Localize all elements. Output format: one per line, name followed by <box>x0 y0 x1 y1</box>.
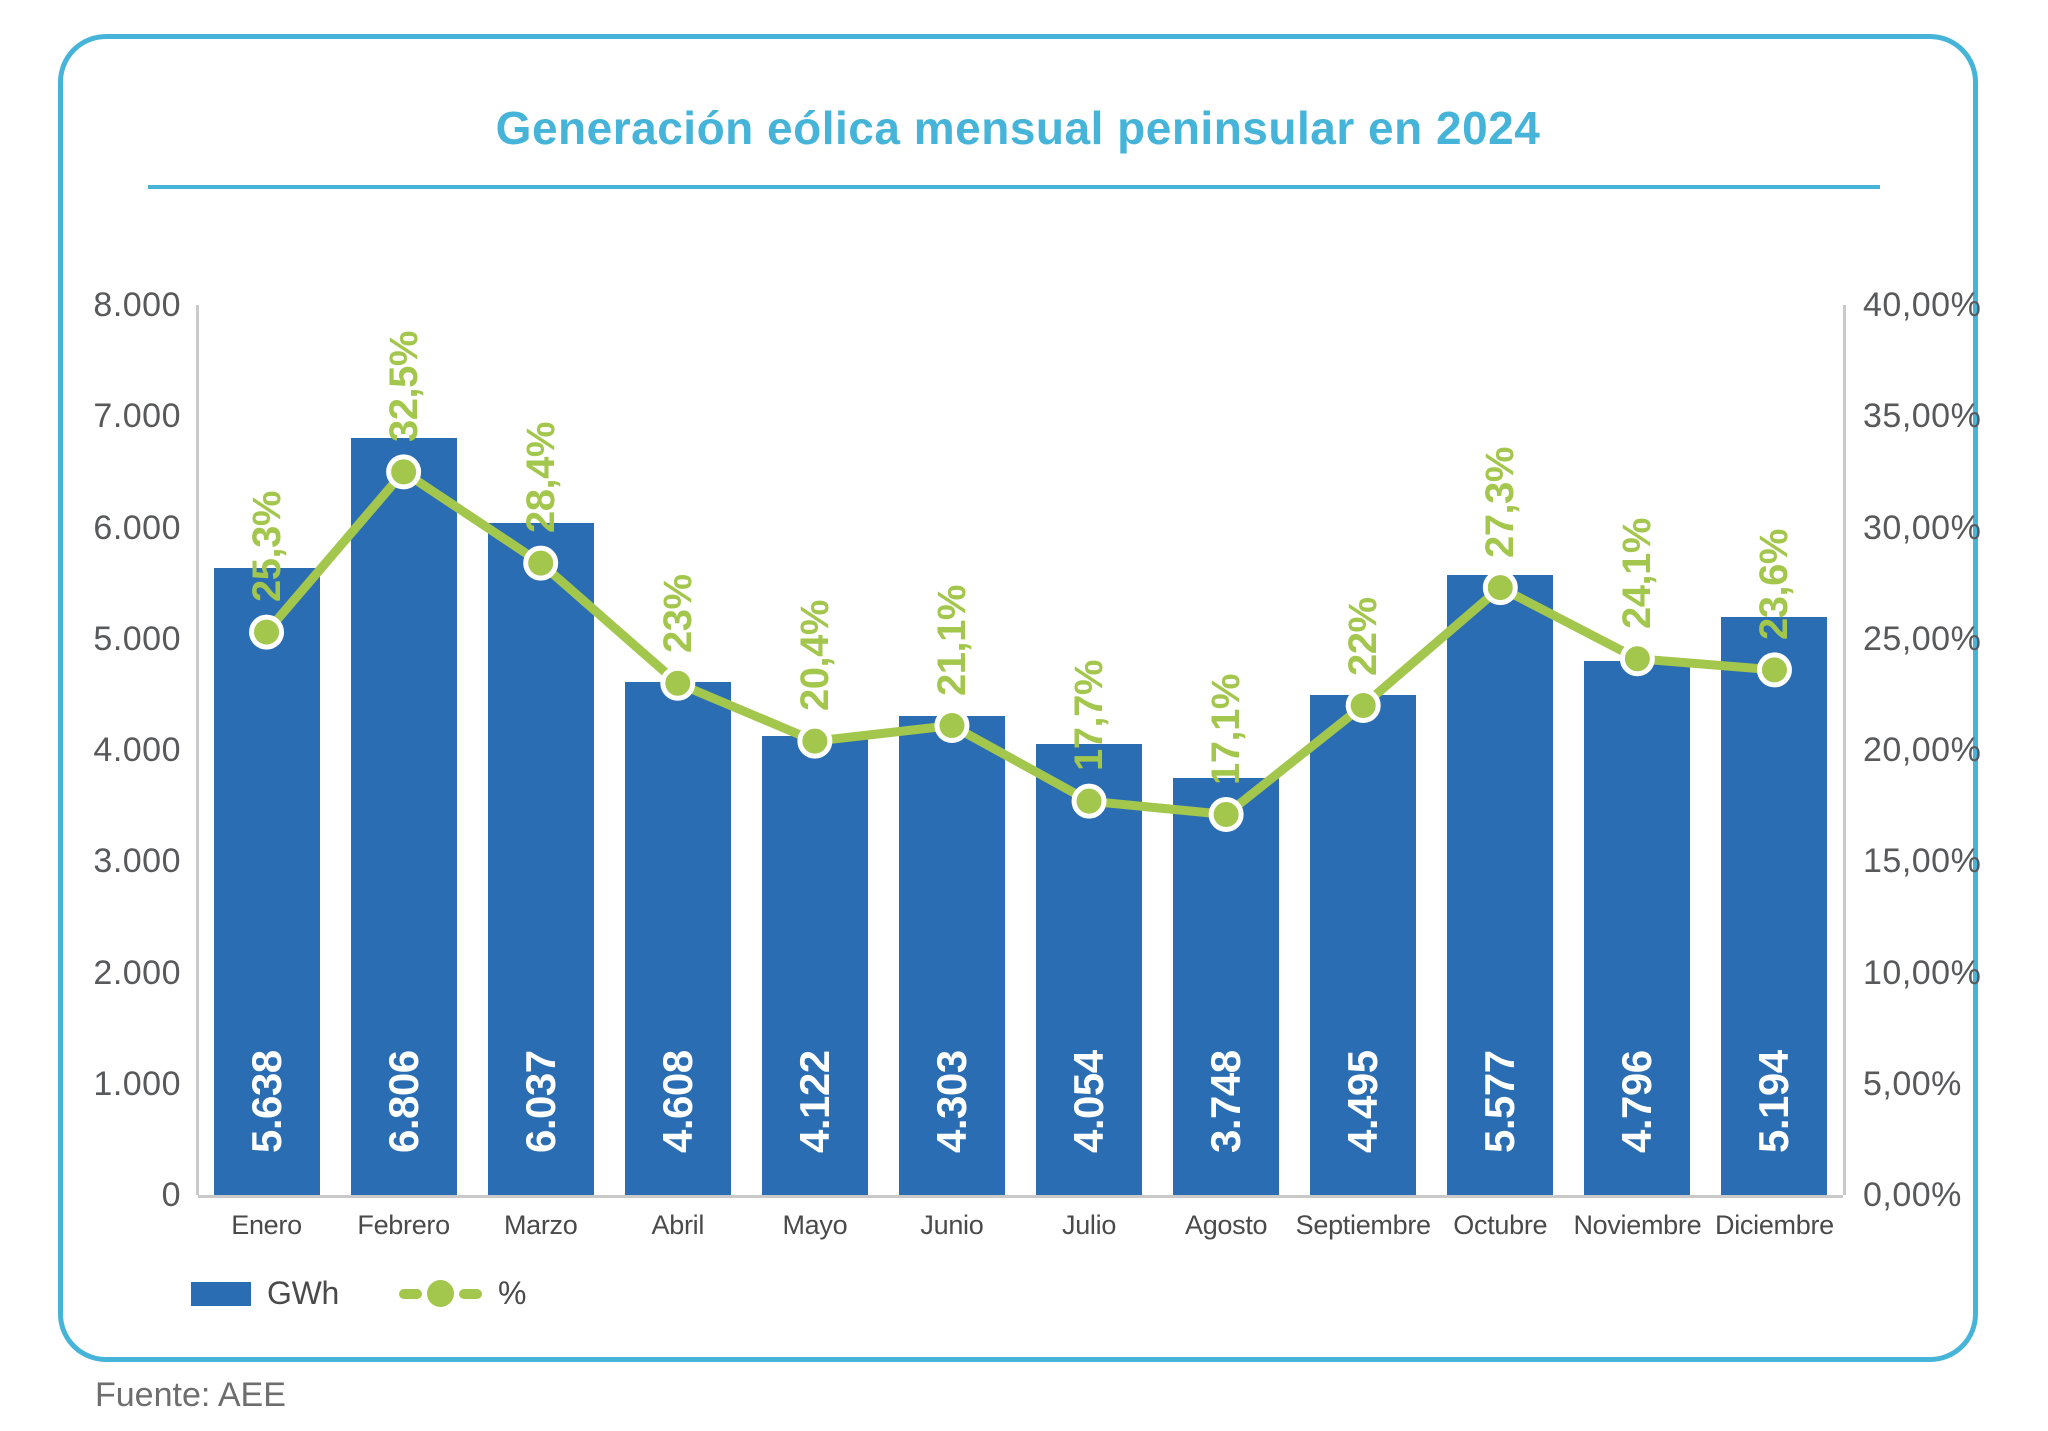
y-axis-tick-left: 6.000 <box>93 508 181 547</box>
combo-chart-plot: 8.000 7.000 6.000 5.000 4.000 3.000 2.000 1.000… <box>63 39 1980 1357</box>
title-underline <box>148 185 1880 189</box>
chart-title: Generación eólica mensual peninsular en … <box>495 102 1541 154</box>
x-axis-label-septiembre: Septiembre <box>1295 1210 1431 1240</box>
bar-value-label: 6.037 <box>516 1050 564 1153</box>
right-axis-line <box>1843 305 1846 1195</box>
y-axis-tick-left: 0 <box>161 1176 181 1214</box>
x-axis-label-abril: Abril <box>651 1210 705 1240</box>
bar-julio <box>1036 743 1143 1195</box>
chart-legend: GWh % <box>191 1275 526 1312</box>
legend-dash-icon <box>459 1288 482 1299</box>
legend-gwh-label: GWh <box>267 1275 339 1311</box>
x-axis-label-agosto: Agosto <box>1184 1210 1268 1240</box>
y-axis-tick-left: 1.000 <box>93 1064 181 1103</box>
legend-dot-icon <box>427 1280 454 1307</box>
x-axis-label-junio: Junio <box>920 1210 984 1240</box>
percent-label: 23% <box>655 574 700 654</box>
bar-value-label: 6.806 <box>379 1050 427 1153</box>
y-axis-tick-left: 5.000 <box>93 619 181 658</box>
source-note: Fuente: AEE <box>95 1376 286 1414</box>
percent-label: 20,4% <box>792 600 837 712</box>
legend-dash-icon <box>399 1288 422 1299</box>
percent-label: 24,1% <box>1615 517 1660 629</box>
y-axis-tick-left: 4.000 <box>93 731 181 769</box>
chart-frame: Generación eólica mensual peninsular en … <box>58 34 1981 1362</box>
y-axis-tick-right: 5,00% <box>1863 1064 1962 1103</box>
y-axis-tick-left: 2.000 <box>93 953 181 992</box>
x-axis-label-octubre: Octubre <box>1453 1210 1548 1240</box>
x-axis-label-diciembre: Diciembre <box>1715 1210 1834 1240</box>
percent-label: 22% <box>1341 596 1386 676</box>
x-axis-line <box>198 1195 1843 1198</box>
y-axis-tick-right: 10,00% <box>1863 953 1982 992</box>
bar-value-label: 5.194 <box>1750 1050 1798 1153</box>
bar-value-label: 4.122 <box>790 1050 838 1153</box>
bar-value-label: 4.054 <box>1065 1050 1113 1153</box>
y-axis-tick-left: 7.000 <box>93 397 181 436</box>
bar-value-label: 4.608 <box>653 1050 701 1153</box>
bar-value-label: 5.638 <box>242 1050 290 1153</box>
y-axis-tick-left: 8.000 <box>93 286 181 324</box>
bar-value-label: 4.495 <box>1339 1050 1387 1153</box>
percent-label: 21,1% <box>929 584 974 696</box>
x-axis-label-julio: Julio <box>1062 1210 1117 1240</box>
legend-percent-label: % <box>498 1275 527 1311</box>
x-axis-label-enero: Enero <box>231 1210 302 1240</box>
percent-label: 23,6% <box>1752 528 1797 640</box>
percent-label: 27,3% <box>1478 446 1523 558</box>
x-axis-label-mayo: Mayo <box>782 1210 848 1240</box>
bar-value-label: 4.796 <box>1613 1050 1661 1153</box>
percent-label: 32,5% <box>381 330 426 442</box>
bar-value-label: 5.577 <box>1476 1050 1524 1153</box>
bar-value-label: 4.303 <box>927 1050 975 1153</box>
y-axis-tick-right: 0,00% <box>1863 1176 1962 1214</box>
y-axis-tick-right: 15,00% <box>1863 842 1982 881</box>
x-axis-label-noviembre: Noviembre <box>1573 1210 1702 1240</box>
y-axis-tick-left: 3.000 <box>93 842 181 881</box>
percent-label: 25,3% <box>244 491 289 603</box>
legend-line-marker-icon <box>399 1280 482 1307</box>
percent-label: 17,7% <box>1067 660 1112 772</box>
left-axis-line <box>196 305 199 1195</box>
x-axis-label-marzo: Marzo <box>503 1210 578 1240</box>
percent-label: 28,4% <box>518 422 563 534</box>
x-axis-label-febrero: Febrero <box>357 1210 450 1240</box>
legend-bar-swatch <box>191 1281 251 1306</box>
y-axis-tick-right: 35,00% <box>1863 397 1982 436</box>
y-axis-tick-right: 30,00% <box>1863 508 1982 547</box>
y-axis-tick-right: 20,00% <box>1863 731 1982 769</box>
y-axis-tick-right: 25,00% <box>1863 619 1982 658</box>
bar-agosto <box>1173 778 1280 1195</box>
percent-label: 17,1% <box>1204 673 1249 785</box>
y-axis-tick-right: 40,00% <box>1863 286 1982 324</box>
bar-value-label: 3.748 <box>1202 1050 1250 1153</box>
